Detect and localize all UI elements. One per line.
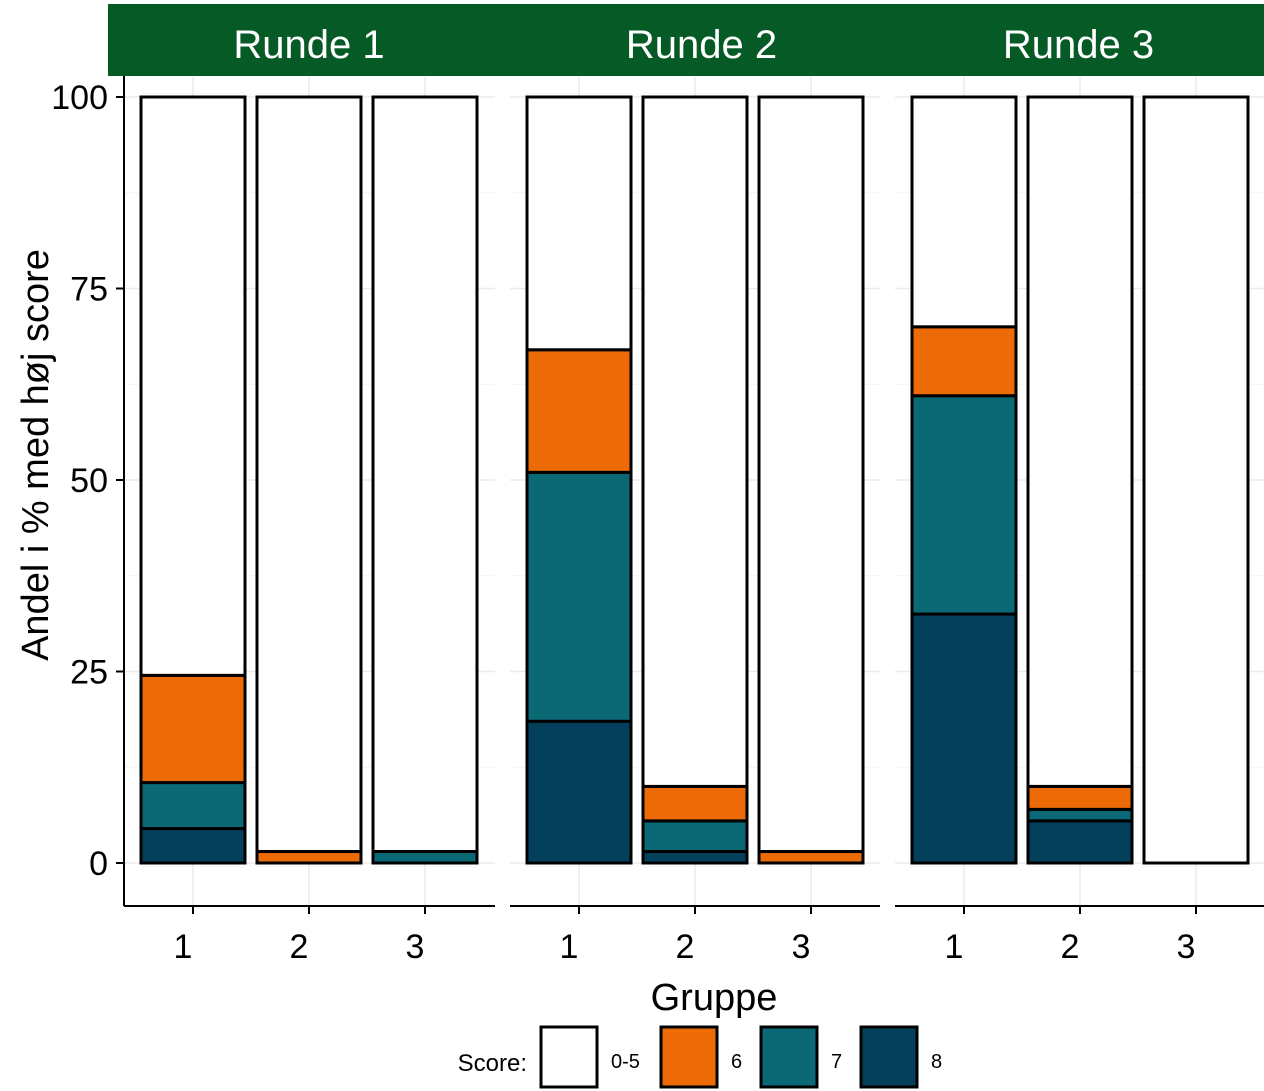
bar-segment-r2-g1-score-6 [525, 348, 633, 474]
bar-segment-r3-g2-score-8 [1026, 819, 1134, 865]
legend-label-6: 6 [731, 1051, 742, 1073]
bar-segment-r3-g2-score-7 [1026, 807, 1134, 823]
legend-swatch-6 [659, 1025, 719, 1089]
bar-segment-r1-g1-score-6 [139, 673, 247, 785]
y-tick-label-25: 25 [70, 654, 108, 692]
bar-segment-r1-g1-score-7 [139, 781, 247, 831]
bar-segment-r2-g1-score-7 [525, 470, 633, 723]
bar-segment-r2-g2-score-05 [641, 95, 749, 788]
bar-segment-r2-g2-score-6 [641, 784, 749, 823]
x-tick-label-2-1: 1 [560, 928, 579, 966]
x-tick-label-2-3: 3 [792, 928, 811, 966]
bar-segment-r2-g1-score-8 [525, 719, 633, 865]
legend-title: Score: [458, 1050, 527, 1077]
bar-segment-r3-g1-score-8 [910, 612, 1018, 865]
legend-swatch-7 [759, 1025, 819, 1089]
legend-label-8: 8 [931, 1051, 942, 1073]
bar-segment-r3-g1-score-7 [910, 394, 1018, 616]
bar-segment-r3-g1-score-6 [910, 325, 1018, 398]
bar-segment-r3-g2-score-05 [1026, 95, 1134, 788]
bar-segment-r3-g1-score-05 [910, 95, 1018, 329]
bar-segment-r2-g2-score-7 [641, 819, 749, 854]
legend-swatch-05 [539, 1025, 599, 1089]
facet-strip-3 [893, 4, 1264, 76]
bar-segment-r1-g2-score-05 [255, 95, 363, 854]
facet-strip-label-1: Runde 1 [233, 23, 384, 67]
bar-segment-r1-g2-score-6 [255, 850, 363, 865]
bar-segment-r3-g2-score-6 [1026, 784, 1134, 811]
legend-swatch-8 [859, 1025, 919, 1089]
bar-segment-r3-g3-score-05 [1142, 95, 1250, 865]
y-axis-title: Andel i % med høj score [15, 249, 57, 661]
bar-segment-r2-g2-score-8 [641, 850, 749, 865]
legend-label-05: 0-5 [611, 1051, 640, 1073]
bar-segment-r1-g1-score-8 [139, 827, 247, 865]
y-tick-label-0: 0 [89, 845, 108, 883]
legend-label-7: 7 [831, 1051, 842, 1073]
y-tick-label-50: 50 [70, 462, 108, 500]
facet-strip-label-2: Runde 2 [626, 23, 777, 67]
x-axis-title: Gruppe [651, 977, 778, 1019]
x-tick-label-3-1: 1 [945, 928, 964, 966]
y-tick-label-100: 100 [51, 79, 108, 117]
x-tick-label-1-2: 2 [290, 928, 309, 966]
bar-segment-r1-g3-score-7 [371, 850, 479, 865]
x-tick-label-1-1: 1 [174, 928, 193, 966]
bar-segment-r2-g1-score-05 [525, 95, 633, 352]
facet-strip-1 [108, 4, 510, 76]
bar-segment-r1-g3-score-05 [371, 95, 479, 854]
x-tick-label-3-2: 2 [1061, 928, 1080, 966]
bar-segment-r2-g3-score-05 [757, 95, 865, 854]
facet-strip-label-3: Runde 3 [1003, 23, 1154, 67]
bar-segment-r1-g1-score-05 [139, 95, 247, 677]
y-tick-label-75: 75 [70, 271, 108, 309]
facet-strip-2 [510, 4, 893, 76]
x-tick-label-2-2: 2 [676, 928, 695, 966]
x-tick-label-3-3: 3 [1177, 928, 1196, 966]
x-tick-label-1-3: 3 [406, 928, 425, 966]
bar-segment-r2-g3-score-6 [757, 850, 865, 865]
